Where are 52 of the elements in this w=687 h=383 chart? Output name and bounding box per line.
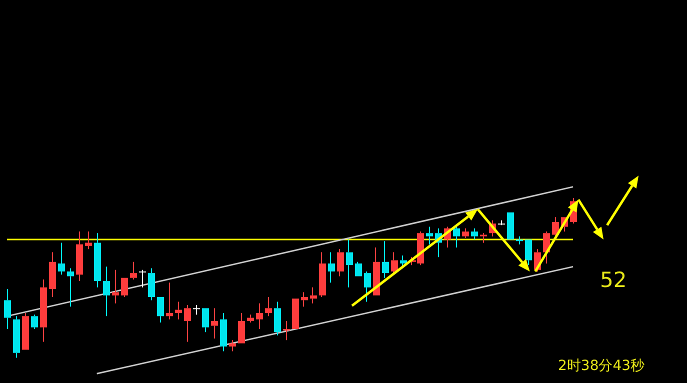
candlestick — [112, 269, 119, 304]
candlestick — [211, 308, 218, 340]
candlestick — [471, 228, 478, 240]
candlestick — [319, 252, 326, 298]
candlestick — [364, 270, 371, 302]
candlestick — [157, 297, 164, 324]
candlestick — [283, 320, 290, 341]
candlestick — [301, 292, 308, 308]
candlestick — [67, 268, 74, 308]
candlestick — [229, 340, 236, 352]
candlestick — [238, 312, 245, 344]
candlestick — [274, 301, 281, 336]
text: 2时38分43秒 — [558, 357, 645, 375]
candlestick — [22, 312, 29, 350]
candlestick — [139, 269, 146, 288]
candlestick — [175, 301, 182, 320]
text: 52 — [600, 268, 627, 292]
candlestick — [516, 236, 523, 245]
candlestick — [31, 314, 38, 330]
candlestick — [462, 228, 469, 238]
candlestick — [58, 242, 65, 276]
candlestick — [130, 261, 137, 280]
candlestick — [337, 248, 344, 277]
candlestick — [184, 304, 191, 342]
candlestick — [94, 232, 101, 288]
candlestick — [256, 302, 263, 330]
candlestick — [328, 252, 335, 284]
candlestick — [346, 239, 353, 288]
candlestick — [426, 226, 433, 245]
candlestick — [480, 232, 487, 244]
candlestick — [49, 252, 56, 298]
candlestick — [4, 288, 11, 330]
candlestick — [355, 261, 362, 276]
candlestick — [220, 312, 227, 352]
candlestick — [265, 296, 272, 317]
candlestick — [40, 278, 47, 342]
candlestick — [525, 240, 532, 266]
candlestick — [13, 316, 20, 358]
candlestick — [382, 240, 389, 278]
candlestick — [310, 286, 317, 304]
candlestick — [247, 314, 254, 324]
candlestick — [391, 252, 398, 274]
candlestick — [193, 304, 200, 316]
candlestick — [148, 268, 155, 301]
candlestick — [121, 278, 128, 298]
candlestick — [76, 231, 83, 282]
candlestick — [373, 247, 380, 296]
candlestick — [202, 308, 209, 333]
candlestick — [85, 231, 92, 250]
candlestick — [103, 266, 110, 317]
candlestick — [453, 226, 460, 248]
candlestick — [166, 282, 173, 320]
